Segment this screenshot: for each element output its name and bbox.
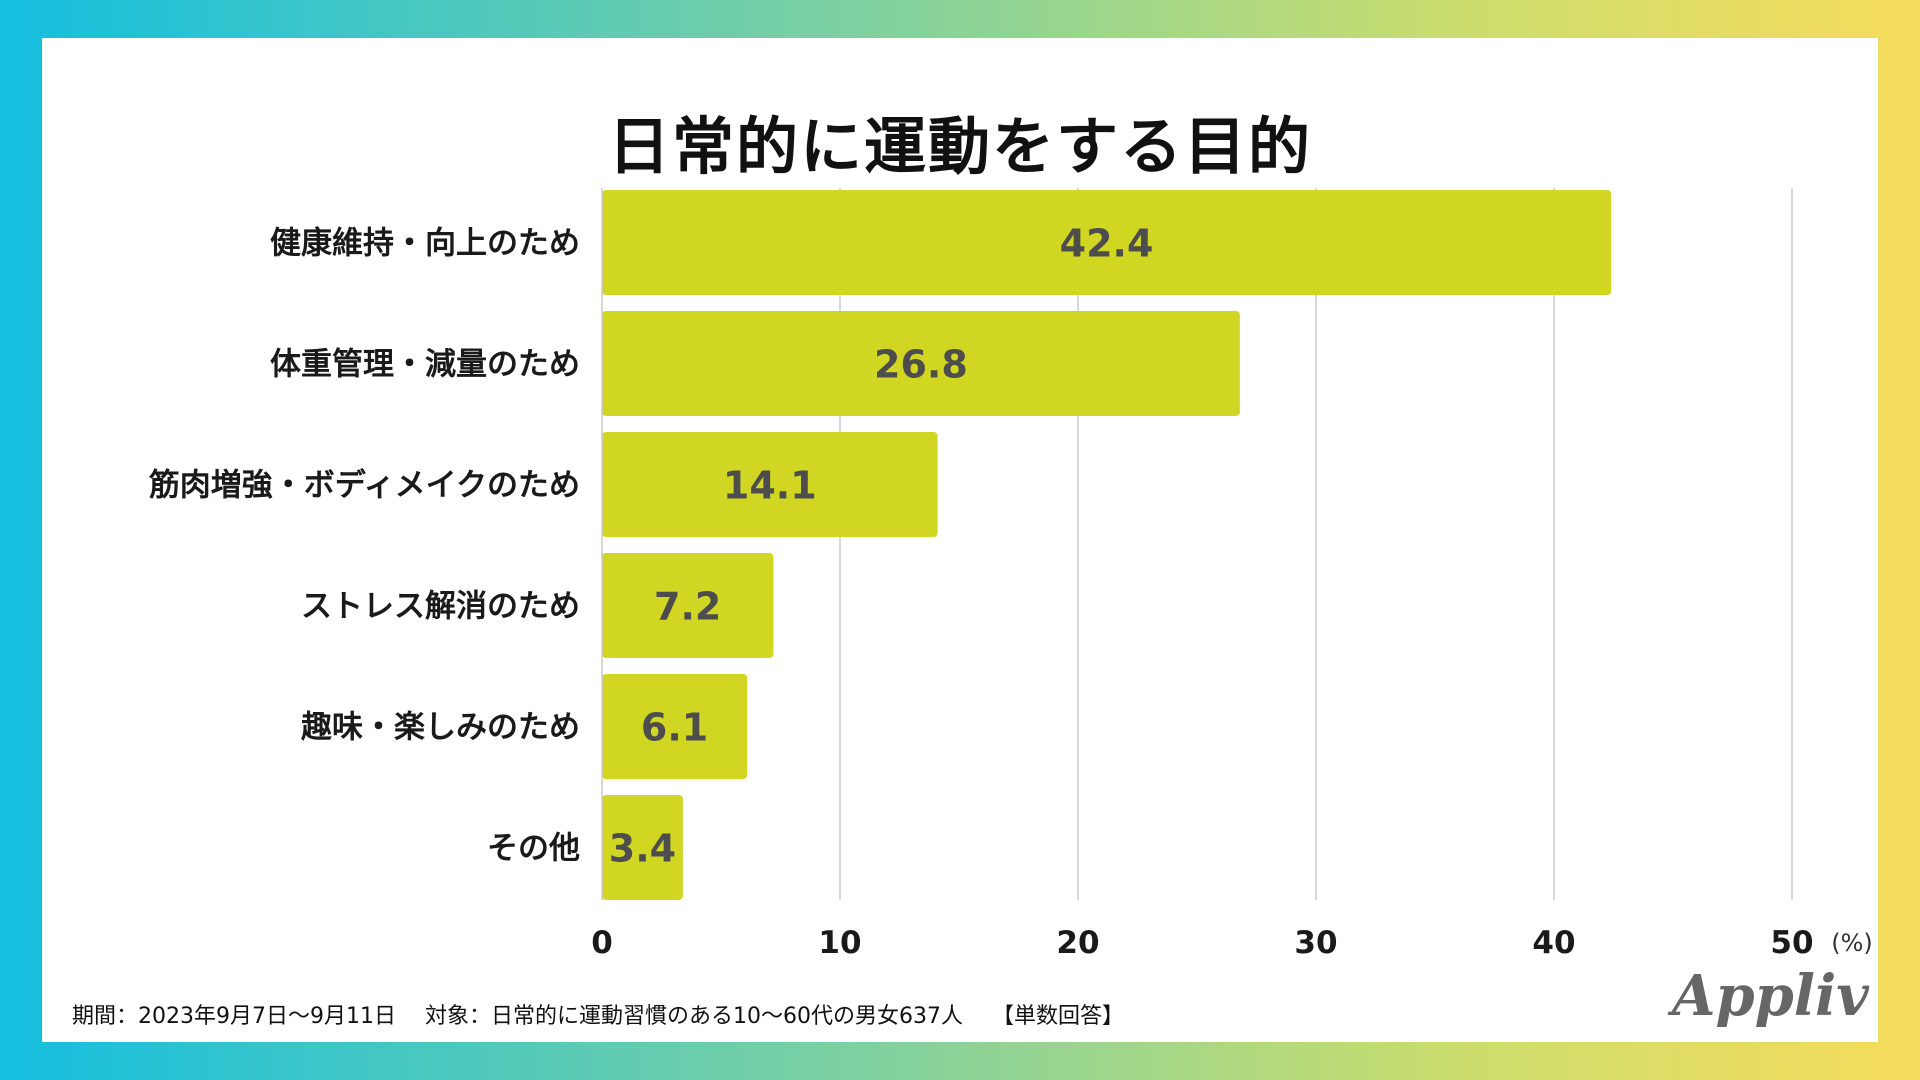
category-label: その他	[487, 831, 580, 867]
category-label: ストレス解消のため	[301, 589, 580, 625]
x-tick-label: 20	[1056, 925, 1099, 961]
footer-target: 対象：日常的に運動習慣のある10〜60代の男女637人	[424, 1004, 963, 1029]
bar	[602, 795, 683, 900]
value-label: 42.4	[1060, 222, 1154, 266]
bar	[602, 190, 1612, 295]
category-label: 筋肉増強・ボディメイクのため	[149, 468, 580, 504]
chart-panel: 日常的に運動をする目的 健康維持・向上のため 42.4 体重管理・減量のため 26.8…	[42, 38, 1878, 1042]
unit-label: (%)	[1831, 929, 1873, 957]
value-label: 7.2	[654, 585, 721, 629]
bar	[602, 553, 774, 658]
x-tick-label: 40	[1532, 925, 1575, 961]
category-label: 健康維持・向上のため	[270, 226, 580, 262]
bar	[602, 432, 938, 537]
value-label: 14.1	[723, 464, 817, 508]
x-tick-label: 30	[1294, 925, 1337, 961]
footer-method: 【単数回答】	[991, 1004, 1124, 1029]
value-label: 3.4	[609, 827, 676, 871]
x-tick-label: 50	[1770, 925, 1813, 961]
footer-note: 期間：2023年9月7日〜9月11日 対象：日常的に運動習慣のある10〜60代の…	[72, 998, 1124, 1030]
chart-title: 日常的に運動をする目的	[607, 110, 1312, 183]
bar	[602, 674, 748, 779]
bar-chart: 健康維持・向上のため 42.4 体重管理・減量のため 26.8 筋肉増強・ボディメイクの…	[149, 188, 1873, 961]
value-label: 26.8	[874, 343, 968, 387]
footer-period: 期間：2023年9月7日〜9月11日	[72, 1004, 396, 1029]
brand-logo: Appliv	[1672, 963, 1869, 1029]
x-tick-label: 0	[591, 925, 613, 961]
bar	[602, 311, 1240, 416]
value-label: 6.1	[641, 706, 708, 750]
category-label: 趣味・楽しみのため	[301, 710, 580, 746]
category-label: 体重管理・減量のため	[270, 347, 580, 383]
x-tick-label: 10	[818, 925, 861, 961]
